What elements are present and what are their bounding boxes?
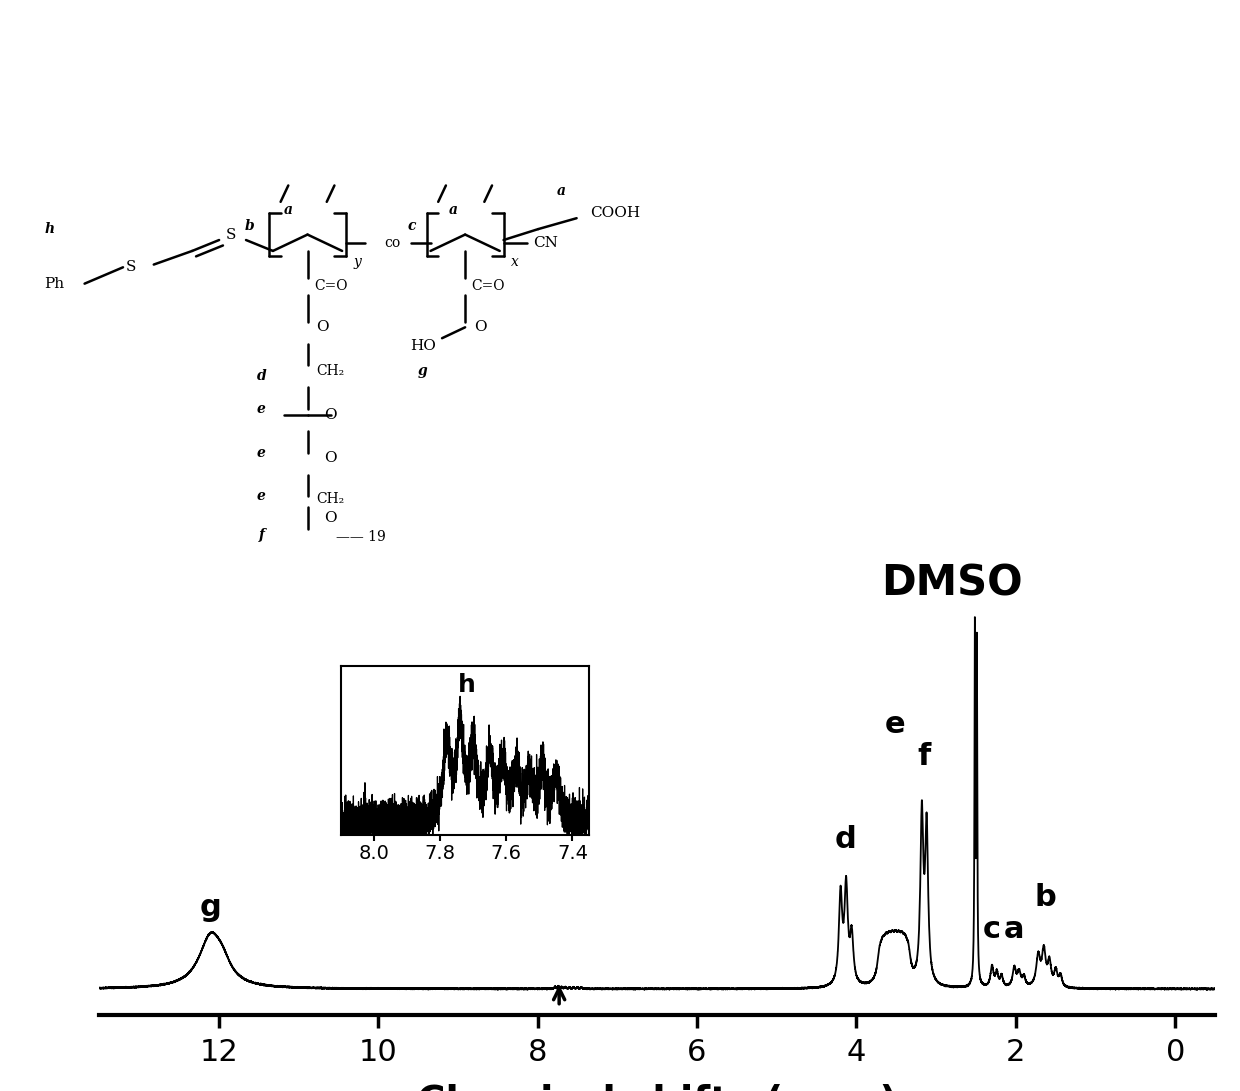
- Text: e: e: [257, 446, 265, 459]
- Text: d: d: [257, 370, 267, 383]
- Text: h: h: [458, 673, 476, 697]
- Text: a: a: [557, 184, 565, 197]
- Text: COOH: COOH: [590, 206, 640, 219]
- Text: x: x: [511, 255, 520, 268]
- Text: HO: HO: [410, 339, 435, 353]
- Text: CH₂: CH₂: [316, 364, 345, 377]
- Text: CN: CN: [533, 236, 558, 250]
- Text: b: b: [1034, 883, 1056, 912]
- Text: b: b: [246, 219, 254, 233]
- Text: O: O: [316, 321, 329, 334]
- X-axis label: Chemical shifts (ppm): Chemical shifts (ppm): [417, 1083, 898, 1091]
- Text: S: S: [125, 261, 136, 274]
- Text: f: f: [258, 528, 264, 541]
- Text: C=O: C=O: [471, 279, 505, 293]
- Text: O: O: [474, 321, 487, 334]
- Text: DMSO: DMSO: [882, 563, 1023, 604]
- Text: —— 19: —— 19: [336, 530, 386, 544]
- Text: a: a: [1004, 915, 1024, 944]
- Text: O: O: [325, 408, 337, 421]
- Text: f: f: [918, 742, 931, 771]
- Text: O: O: [325, 512, 337, 525]
- Text: O: O: [325, 452, 337, 465]
- Text: d: d: [835, 826, 856, 854]
- Text: c: c: [407, 219, 415, 233]
- Text: c: c: [983, 915, 1001, 944]
- Text: g: g: [418, 364, 428, 377]
- Text: e: e: [884, 710, 905, 739]
- Text: e: e: [257, 403, 265, 416]
- Text: CH₂: CH₂: [316, 492, 345, 506]
- Text: g: g: [200, 892, 222, 922]
- Text: S: S: [226, 228, 236, 241]
- Text: C=O: C=O: [314, 279, 347, 293]
- Text: h: h: [45, 223, 55, 236]
- Text: Ph: Ph: [43, 277, 64, 290]
- Text: a: a: [284, 203, 293, 217]
- Text: co: co: [384, 236, 401, 250]
- Text: a: a: [449, 203, 458, 217]
- Text: y: y: [353, 255, 362, 268]
- Text: e: e: [257, 490, 265, 503]
